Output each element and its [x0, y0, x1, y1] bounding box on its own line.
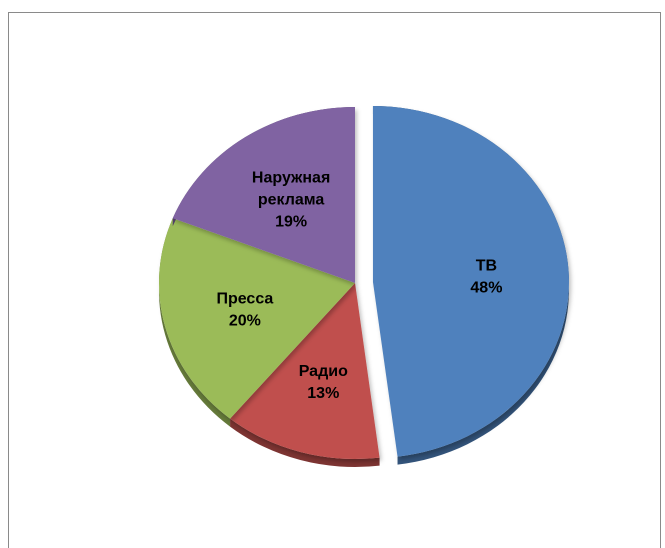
pie-value-label: 20%: [229, 312, 261, 329]
pie-label-радио: Радио 13%: [299, 363, 348, 402]
pie-slices: [159, 105, 569, 467]
pie-value-label: 13%: [307, 385, 339, 402]
pie-labels: ТВ 48% Радио 13% Пресса 20% Наружная реклама 19%: [216, 170, 502, 402]
pie-slice-пресса: [159, 218, 355, 419]
pie-slice-радио: [230, 283, 380, 459]
pie-category-label: Наружная: [252, 170, 330, 187]
pie-category-label: реклама: [258, 192, 325, 209]
pie-label-наружная-реклама: Наружная реклама 19%: [252, 170, 330, 231]
pie-slice-side-радио: [230, 418, 380, 467]
pie-category-label: Пресса: [216, 290, 273, 307]
pie-category-label: Радио: [299, 363, 348, 380]
pie-label-пресса: Пресса 20%: [216, 290, 273, 329]
pie-value-label: 19%: [275, 214, 307, 231]
pie-category-label: ТВ: [476, 258, 497, 275]
pie-value-label: 48%: [470, 280, 502, 297]
pie-label-тв: ТВ 48%: [470, 258, 502, 297]
pie-slice-наружная-реклама: [172, 107, 355, 283]
pie-slice-тв: [372, 105, 569, 457]
